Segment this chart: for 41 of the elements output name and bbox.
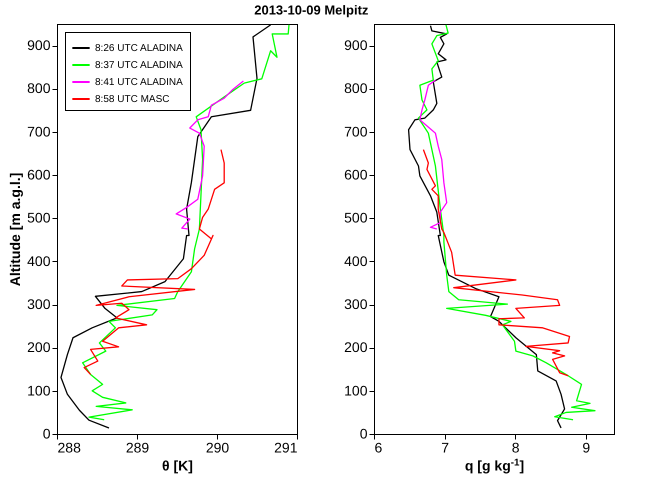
y-tick-label: 100 (27, 382, 51, 398)
x-tick-label: 288 (58, 440, 82, 456)
y-axis-title: Altitude [m a.g.l.] (7, 172, 24, 286)
x-tick-label: 290 (206, 440, 230, 456)
y-tick-label: 300 (27, 296, 51, 312)
x-tick-label: 289 (126, 440, 150, 456)
x-axis-title: θ [K] (162, 458, 193, 474)
y-tick-label: 500 (27, 210, 51, 226)
y-tick-label: 900 (27, 37, 51, 54)
line-series (82, 24, 290, 420)
x-tick-label: 8 (512, 440, 520, 456)
chart-title: 2013-10-09 Melpitz (254, 2, 369, 18)
line-series (418, 24, 596, 420)
line-series (84, 148, 225, 376)
y-tick-label: 800 (344, 80, 368, 96)
x-axis-title: q [g kg$^{-1}$] (464, 457, 524, 474)
x-tick-label: 7 (441, 440, 450, 456)
y-tick-label: 700 (27, 123, 51, 140)
y-tick-label: 600 (344, 166, 368, 183)
legend-label: 8:58 UTC MASC (95, 94, 170, 105)
legend-label: 8:26 UTC ALADINA (95, 43, 184, 54)
line-series (419, 79, 448, 230)
x-tick-label: 9 (582, 440, 590, 456)
y-tick-label: 600 (27, 166, 51, 183)
legend-label: 8:41 UTC ALADINA (95, 77, 184, 88)
line-series (422, 148, 570, 376)
y-tick-label: 500 (344, 210, 368, 226)
y-tick-label: 900 (344, 37, 368, 54)
y-tick-label: 200 (27, 339, 51, 356)
y-tick-label: 700 (344, 123, 368, 140)
y-tick-label: 100 (344, 382, 368, 398)
y-tick-label: 0 (360, 426, 368, 442)
y-tick-label: 0 (42, 426, 51, 442)
y-tick-label: 400 (27, 252, 51, 269)
y-tick-label: 300 (344, 296, 368, 312)
y-tick-label: 800 (27, 80, 51, 96)
x-tick-label: 291 (274, 440, 298, 456)
x-tick-label: 6 (374, 440, 382, 456)
legend-label: 8:37 UTC ALADINA (95, 60, 184, 71)
y-tick-label: 200 (344, 339, 368, 356)
y-tick-label: 400 (344, 252, 368, 269)
